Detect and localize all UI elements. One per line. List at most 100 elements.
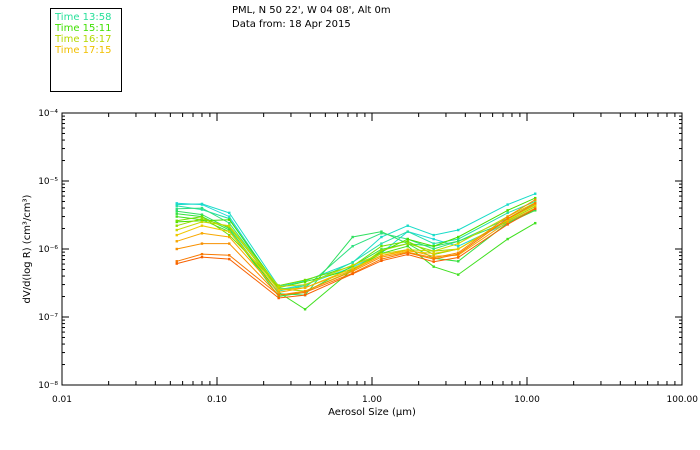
data-point bbox=[432, 233, 435, 237]
data-point bbox=[200, 213, 204, 216]
x-tick-label: 100.00 bbox=[667, 395, 699, 405]
legend-box: Time 13:58 Time 15:11 Time 16:17 Time 17… bbox=[50, 8, 122, 92]
legend-label: Time 17:15 bbox=[55, 45, 112, 56]
data-point bbox=[534, 192, 537, 195]
data-point bbox=[228, 218, 231, 221]
data-point bbox=[406, 237, 409, 241]
data-point bbox=[506, 209, 509, 212]
data-point bbox=[432, 265, 435, 268]
y-tick-label: 10⁻⁸ bbox=[38, 381, 58, 391]
data-point bbox=[277, 288, 280, 292]
y-tick-label: 10⁻⁴ bbox=[38, 109, 58, 119]
data-point bbox=[175, 207, 178, 211]
data-point bbox=[303, 280, 307, 283]
data-point bbox=[432, 252, 435, 255]
data-point bbox=[457, 273, 460, 276]
legend-label: Time 15:11 bbox=[55, 23, 112, 34]
legend-item: Time 15:11 bbox=[55, 23, 111, 34]
data-point bbox=[432, 247, 435, 251]
data-point bbox=[380, 248, 383, 251]
data-point bbox=[175, 202, 178, 205]
series-line bbox=[176, 207, 536, 293]
data-date: Data from: 18 Apr 2015 bbox=[232, 19, 351, 30]
data-point bbox=[380, 255, 383, 259]
data-point bbox=[303, 289, 307, 293]
series-line bbox=[176, 202, 536, 288]
data-point bbox=[200, 252, 204, 256]
data-point bbox=[534, 202, 537, 205]
data-point bbox=[228, 215, 231, 218]
data-point bbox=[351, 244, 354, 248]
data-point bbox=[432, 249, 435, 253]
data-point bbox=[432, 242, 435, 245]
data-point bbox=[534, 196, 537, 200]
y-tick-label: 10⁻⁷ bbox=[38, 313, 58, 323]
series-line bbox=[176, 201, 536, 292]
location-title: PML, N 50 22', W 04 08', Alt 0m bbox=[232, 5, 391, 16]
data-point bbox=[534, 221, 537, 225]
data-point bbox=[175, 212, 178, 215]
legend-label: Time 13:58 bbox=[55, 12, 112, 23]
series-line bbox=[176, 209, 536, 298]
data-point bbox=[351, 260, 354, 264]
data-point bbox=[457, 240, 460, 243]
data-point bbox=[228, 254, 231, 257]
data-point bbox=[406, 251, 409, 254]
x-tick-label: 0.01 bbox=[52, 395, 72, 405]
legend-label: Time 16:17 bbox=[55, 34, 112, 45]
series-line bbox=[176, 204, 536, 291]
series-line bbox=[176, 202, 536, 291]
data-point bbox=[175, 247, 178, 251]
data-point bbox=[175, 215, 178, 218]
data-point bbox=[351, 270, 354, 273]
data-point bbox=[228, 228, 231, 232]
data-point bbox=[200, 242, 204, 245]
data-point bbox=[200, 232, 204, 235]
data-point bbox=[457, 244, 460, 248]
data-point bbox=[200, 220, 204, 224]
data-point bbox=[228, 225, 231, 229]
data-point bbox=[380, 242, 383, 245]
data-point bbox=[432, 256, 435, 260]
data-point bbox=[457, 252, 460, 256]
data-point bbox=[406, 248, 409, 252]
data-point bbox=[228, 230, 231, 233]
data-point bbox=[506, 223, 509, 226]
data-point bbox=[406, 230, 409, 233]
data-point bbox=[534, 200, 537, 203]
data-point bbox=[277, 289, 280, 293]
y-tick-label: 10⁻⁵ bbox=[38, 177, 58, 187]
data-point bbox=[406, 242, 409, 245]
data-point bbox=[200, 217, 204, 220]
data-point bbox=[534, 205, 537, 208]
legend-item: Time 13:58 bbox=[55, 12, 111, 23]
data-point bbox=[277, 292, 280, 295]
data-point bbox=[506, 203, 509, 206]
data-point bbox=[200, 224, 204, 227]
data-point bbox=[380, 252, 383, 255]
data-point bbox=[432, 244, 435, 248]
series-line bbox=[176, 204, 536, 290]
x-tick-label: 1.00 bbox=[362, 395, 382, 405]
data-point bbox=[303, 286, 307, 289]
data-point bbox=[277, 296, 280, 300]
data-point bbox=[506, 215, 509, 218]
series-line bbox=[176, 199, 536, 296]
data-point bbox=[200, 208, 204, 211]
data-point bbox=[175, 262, 178, 265]
data-point bbox=[175, 228, 178, 232]
data-point bbox=[406, 224, 409, 227]
data-point bbox=[351, 268, 354, 272]
data-point bbox=[380, 257, 383, 261]
data-point bbox=[228, 257, 231, 261]
data-point bbox=[175, 233, 178, 237]
x-axis-title: Aerosol Size (μm) bbox=[328, 407, 416, 418]
data-point bbox=[506, 237, 509, 241]
data-point bbox=[277, 291, 280, 294]
data-point bbox=[175, 224, 178, 227]
data-point bbox=[534, 209, 537, 212]
data-point bbox=[406, 244, 409, 248]
series-group bbox=[175, 192, 537, 311]
data-point bbox=[457, 247, 460, 251]
